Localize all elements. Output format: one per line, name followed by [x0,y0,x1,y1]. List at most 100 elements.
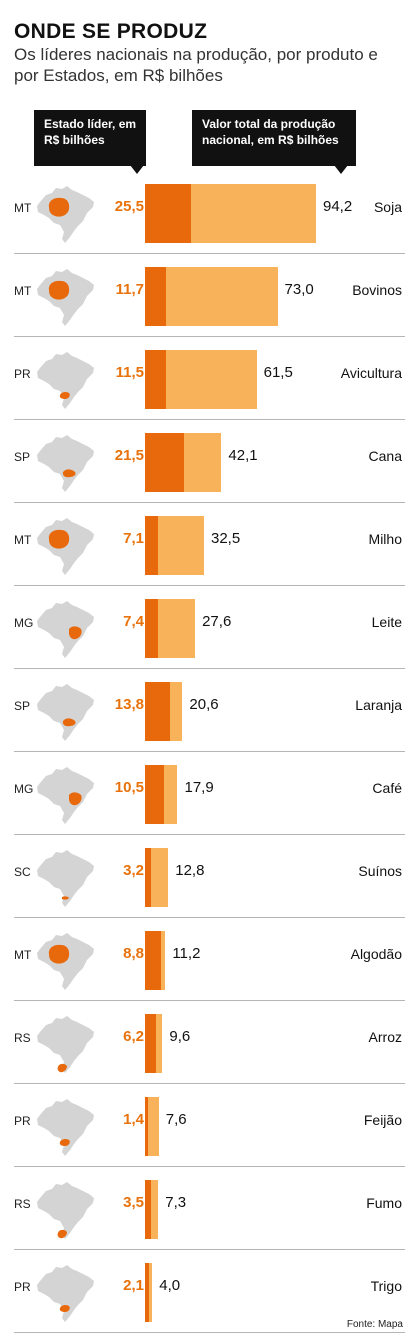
brazil-outline [37,1265,94,1322]
brazil-outline [37,684,94,741]
brazil-map-icon [37,684,94,741]
brazil-outline [37,352,94,409]
total-value-label: 73,0 [284,281,314,298]
leader-state-highlight [59,1138,70,1146]
total-value-label: 42,1 [228,447,258,464]
chart-row: MT 11,7 73,0 Bovinos [0,254,415,337]
chart-subtitle: Os líderes nacionais na produção, por pr… [14,45,378,85]
state-leader-pointer [130,165,144,174]
state-leader-label: Estado líder, em R$ bilhões [34,110,146,166]
state-code-label: PR [14,367,31,381]
chart-row: RS 3,5 7,3 Fumo [0,1167,415,1250]
state-code-label: RS [14,1031,31,1045]
row-divider [14,834,405,835]
row-divider [14,419,405,420]
row-divider [14,336,405,337]
product-label: Suínos [358,863,402,879]
leader-state-highlight [69,626,82,640]
leader-value-label: 6,2 [123,1028,144,1045]
chart-row: RS 6,2 9,6 Arroz [0,1001,415,1084]
row-divider [14,502,405,503]
total-value-label: 20,6 [189,696,219,713]
leader-state-highlight [62,718,76,727]
leader-state-highlight [48,280,70,300]
leader-bar [145,267,167,326]
brazil-map-icon [37,767,94,824]
leader-bar [145,765,165,824]
leader-value-label: 2,1 [123,1277,144,1294]
product-label: Fumo [366,1195,402,1211]
brazil-outline [37,1182,94,1239]
national-total-pointer [334,165,348,174]
row-divider [14,1000,405,1001]
brazil-map-icon [37,518,94,575]
leader-bar [145,184,192,243]
leader-value-label: 13,8 [114,696,144,713]
brazil-map-icon [37,1016,94,1073]
leader-state-highlight [57,1063,67,1073]
state-code-label: MG [14,616,34,630]
brazil-outline [37,1099,94,1156]
chart-row: SP 21,5 42,1 Cana [0,420,415,503]
leader-value-label: 1,4 [123,1111,144,1128]
leader-state-highlight [69,792,82,806]
product-label: Arroz [368,1029,402,1045]
product-label: Soja [373,199,402,215]
total-bar [145,848,169,907]
product-label: Bovinos [352,282,402,298]
brazil-outline [37,767,94,824]
leader-value-label: 8,8 [123,945,144,962]
product-label: Café [372,780,402,796]
brazil-map-icon [37,1099,94,1156]
row-divider [14,917,405,918]
brazil-outline [37,601,94,658]
product-label: Leite [371,614,402,630]
row-divider [14,668,405,669]
source-note: Fonte: Mapa [346,1319,403,1330]
chart-row: MT 7,1 32,5 Milho [0,503,415,586]
row-divider [14,253,405,254]
total-value-label: 61,5 [263,364,293,381]
state-code-label: MT [14,284,32,298]
chart-row: PR 2,1 4,0 Trigo [0,1250,415,1333]
row-divider [14,1332,405,1333]
leader-state-highlight [62,896,69,900]
leader-state-highlight [59,1304,70,1312]
row-divider [14,751,405,752]
state-code-label: MG [14,782,34,796]
leader-bar [145,682,171,741]
leader-value-label: 3,2 [123,862,144,879]
leader-value-label: 7,1 [123,530,144,547]
state-code-label: SP [14,699,31,713]
leader-state-highlight [62,469,76,478]
product-label: Algodão [350,946,402,962]
brazil-map-icon [37,1182,94,1239]
brazil-outline [37,850,94,907]
total-value-label: 17,9 [184,779,214,796]
leader-value-label: 10,5 [114,779,144,796]
total-bar [145,267,278,326]
chart-row: MT 8,8 11,2 Algodão [0,918,415,1001]
brazil-map-icon [37,269,94,326]
product-label: Trigo [370,1278,402,1294]
brazil-map-icon [37,601,94,658]
brazil-map-icon [37,850,94,907]
leader-state-highlight [48,529,70,549]
leader-value-label: 25,5 [114,198,144,215]
chart-row: SP 13,8 20,6 Laranja [0,669,415,752]
leader-state-highlight [48,197,70,217]
leader-bar [145,433,185,492]
total-value-label: 27,6 [202,613,232,630]
brazil-map-icon [37,933,94,990]
brazil-outline [37,1016,94,1073]
chart-row: MG 10,5 17,9 Café [0,752,415,835]
leader-value-label: 3,5 [123,1194,144,1211]
total-value-label: 94,2 [323,198,353,215]
leader-bar [145,848,151,907]
total-value-label: 12,8 [175,862,205,879]
leader-bar [145,516,158,575]
state-code-label: MT [14,948,32,962]
leader-bar [145,931,161,990]
chart-title: ONDE SE PRODUZ [14,20,208,43]
